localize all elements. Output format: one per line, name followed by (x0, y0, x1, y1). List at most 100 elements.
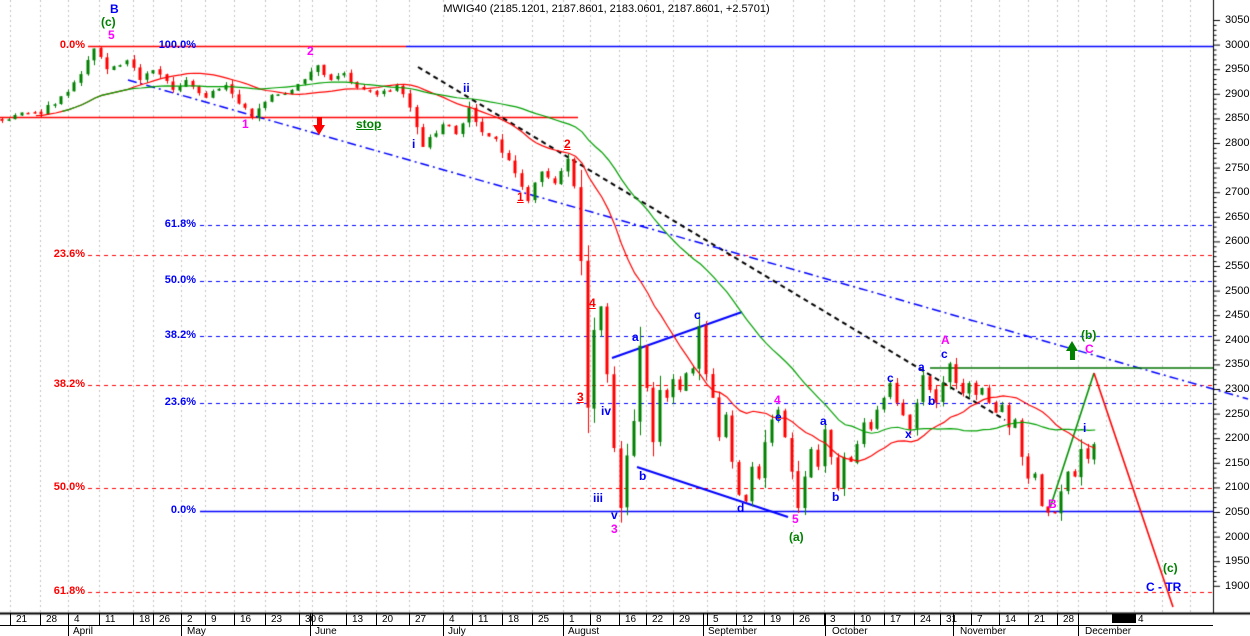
x-axis-day-label: 4 (74, 614, 80, 625)
date-tick (1028, 613, 1029, 625)
y-axis-price-label: 2900 (1225, 87, 1250, 100)
x-axis-month-label: October (832, 626, 868, 636)
x-axis-day-label: 29 (679, 614, 691, 625)
x-axis-day-label-partial: 4 (1138, 614, 1144, 625)
arrow-head (1066, 341, 1078, 351)
date-tick (502, 613, 503, 625)
x-axis-month-label: September (708, 626, 757, 636)
date-tick (619, 613, 620, 625)
x-axis-day-label: 17 (890, 614, 902, 625)
date-tick (234, 613, 235, 625)
y-axis-price-label: 2150 (1225, 456, 1250, 469)
x-axis-day-label: 1 (569, 614, 575, 625)
x-axis-day-label: 21 (16, 614, 28, 625)
x-axis-day-label: 27 (415, 614, 427, 625)
wave-label-b: B (1048, 497, 1057, 511)
fib-label-red: 61.8% (53, 585, 85, 597)
wave-label-v: v (611, 508, 618, 522)
fib-label-red: 38.2% (53, 378, 85, 390)
date-tick (884, 613, 885, 625)
fib-label-red: 23.6% (53, 248, 85, 260)
wave-label-i: i (412, 137, 416, 151)
wave-label-5: 5 (108, 28, 115, 42)
date-tick (824, 613, 825, 625)
wave-label-2: 2 (307, 44, 314, 58)
fib-label-blue: 0.0% (170, 504, 196, 516)
date-row-divider-line (0, 625, 1213, 626)
wave-label-b: b (639, 469, 647, 483)
date-tick (971, 613, 972, 625)
month-tick (443, 613, 444, 636)
wave-label-iv: iv (601, 404, 612, 418)
date-tick (646, 613, 647, 625)
buy-arrow-icon (1066, 341, 1079, 360)
date-tick (707, 613, 708, 625)
x-axis-day-label: 25 (538, 614, 550, 625)
wave-label-ii: ii (463, 81, 470, 95)
wave-label-c: c (694, 308, 701, 322)
y-axis-price-label: 2000 (1225, 530, 1250, 543)
date-tick (265, 613, 266, 625)
x-axis-day-label: 13 (352, 614, 364, 625)
date-tick (312, 613, 313, 625)
fib-label-blue: 100.0% (158, 39, 196, 51)
date-tick (914, 613, 915, 625)
y-axis-price-label: 2200 (1225, 432, 1250, 445)
date-tick (854, 613, 855, 625)
x-axis-day-label: 5 (713, 614, 719, 625)
wave-label-1: 1 (517, 190, 524, 204)
x-axis-day-label: 6 (318, 614, 324, 625)
date-tick (1057, 613, 1058, 625)
date-tick (346, 613, 347, 625)
date-tick (532, 613, 533, 625)
y-axis-price-label: 2050 (1225, 506, 1250, 518)
selected-date-marker[interactable] (1112, 614, 1136, 623)
wave-label-e: e (775, 410, 782, 424)
wave-label-a: a (820, 414, 827, 428)
fib-label-blue: 50.0% (164, 274, 196, 286)
wave-label-2: 2 (564, 137, 571, 151)
y-axis-price-label: 2550 (1225, 260, 1250, 272)
fib-label-red: 0.0% (59, 39, 85, 51)
y-axis-price-label: 2600 (1225, 235, 1250, 248)
date-tick (940, 613, 941, 625)
x-axis-month-label: August (568, 626, 600, 636)
x-axis-day-label: 19 (770, 614, 782, 625)
wave-label--b-: (b) (1081, 328, 1097, 342)
x-axis-day-label: 18 (139, 614, 151, 625)
arrow-stem (1070, 351, 1075, 360)
x-axis-day-label: 8 (596, 614, 602, 625)
x-axis-month-label: December (1085, 626, 1132, 636)
fib-label-blue: 38.2% (164, 329, 196, 341)
wave-label-c: C (1085, 342, 1094, 356)
sell-arrow-icon (313, 117, 326, 136)
wave-label-4: 4 (589, 296, 596, 310)
wave-label-d: d (737, 501, 745, 515)
date-tick (376, 613, 377, 625)
x-axis-month-label: June (315, 626, 337, 636)
x-axis-day-label: 16 (240, 614, 252, 625)
month-tick (953, 613, 954, 636)
fib-label-blue: 61.8% (164, 218, 196, 230)
y-axis-price-label: 2300 (1225, 383, 1250, 395)
wave-label-i: i (1083, 421, 1087, 435)
month-tick (563, 613, 564, 636)
date-tick (299, 613, 300, 625)
wave-label-3: 3 (611, 522, 618, 536)
month-tick (825, 613, 826, 636)
y-axis-price-label: 2250 (1225, 407, 1250, 420)
fib-label-blue: 23.6% (164, 396, 196, 408)
month-tick (703, 613, 704, 636)
wave-label-c-tr: C - TR (1146, 580, 1182, 594)
wave-label--a-: (a) (789, 530, 804, 544)
date-tick (409, 613, 410, 625)
x-axis-day-label: 11 (478, 614, 489, 625)
wave-label-a: a (632, 330, 639, 344)
x-axis-day-label: 24 (920, 614, 932, 625)
x-axis-day-label: 12 (742, 614, 754, 625)
y-axis-price-label: 2700 (1225, 186, 1250, 199)
wave-label-a: a (918, 360, 925, 374)
wave-label-a: A (941, 333, 950, 347)
wave-label-4: 4 (774, 393, 781, 407)
